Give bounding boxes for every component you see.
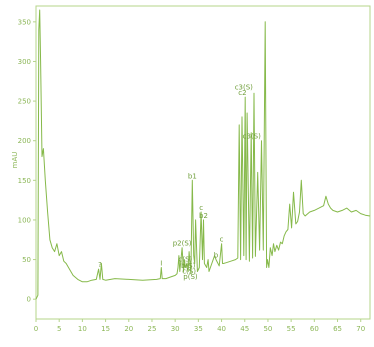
peak-labels: ? Ip2(S)c(S)b(S)c(S)p(S)b1cb2bcc2c3(S)c3(… [98, 84, 261, 281]
y-axis-ticks: 0 50 100 150 200 250 300 350 [18, 18, 36, 304]
y-tick-label: 250 [18, 98, 31, 106]
y-tick-label: 0 [27, 296, 31, 304]
y-tick-label: 300 [18, 58, 31, 66]
x-axis-ticks: 0 5 10 15 20 25 30 35 40 45 50 55 60 65 70 [34, 319, 365, 333]
x-tick-label: 30 [171, 325, 180, 333]
peak-label: c [220, 236, 224, 244]
x-tick-label: 45 [240, 325, 249, 333]
x-tick-label: 20 [124, 325, 133, 333]
y-tick-label: 150 [18, 177, 31, 185]
peak-label: p(S) [183, 273, 198, 281]
peak-label: c2 [238, 89, 246, 97]
x-tick-label: 60 [310, 325, 319, 333]
peak-label: c3(S) [235, 84, 253, 92]
plot-frame [35, 5, 371, 320]
x-tick-label: 40 [217, 325, 226, 333]
x-tick-label: 10 [78, 325, 87, 333]
y-axis-label: mAU [11, 152, 19, 169]
x-tick-label: 0 [34, 325, 38, 333]
peak-label: c(S) [178, 256, 192, 264]
peak-label: c3(S) [243, 133, 261, 141]
x-tick-label: 65 [333, 325, 342, 333]
peak-label: b1 [188, 172, 197, 180]
series-layer [35, 9, 371, 300]
chromatogram-trace [35, 9, 371, 300]
peak-label: c [199, 204, 203, 212]
y-tick-label: 50 [22, 256, 31, 264]
x-tick-label: 70 [356, 325, 365, 333]
x-tick-label: 35 [194, 325, 203, 333]
x-tick-label: 5 [57, 325, 61, 333]
y-tick-label: 200 [18, 137, 31, 145]
y-tick-label: 350 [18, 18, 31, 26]
peak-label: b2 [199, 212, 208, 220]
x-tick-label: 55 [287, 325, 296, 333]
peak-label: c(S) [182, 267, 196, 275]
peak-label: b [214, 252, 219, 260]
x-tick-label: 15 [101, 325, 110, 333]
peak-label: ? [98, 261, 102, 269]
peak-label: b(S) [181, 262, 196, 270]
peak-label: p2(S) [173, 240, 192, 248]
x-tick-label: 50 [263, 325, 272, 333]
y-tick-label: 100 [18, 216, 31, 224]
x-tick-label: 25 [148, 325, 157, 333]
peak-label: I [160, 259, 162, 267]
